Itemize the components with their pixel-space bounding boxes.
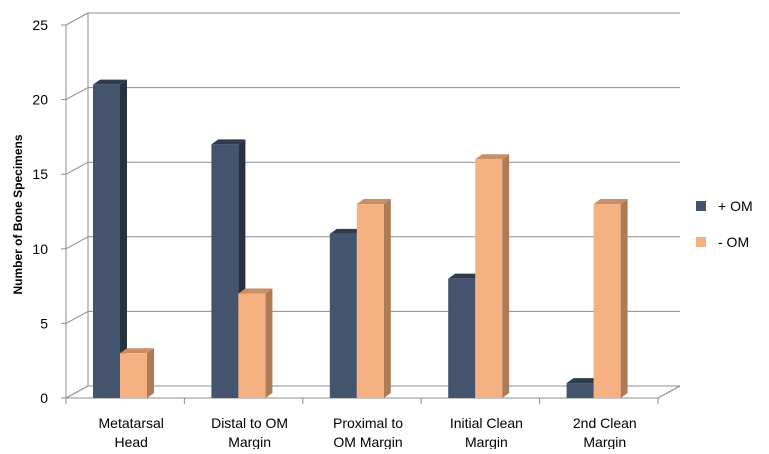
bar-side	[265, 288, 273, 398]
gridline-diagonal	[65, 161, 89, 175]
bar-plus-om	[329, 233, 357, 398]
y-axis-title: Number of Bone Specimens	[11, 134, 25, 294]
gridline-diagonal	[65, 385, 89, 399]
bar-top	[238, 288, 273, 294]
gridline-diagonal	[65, 310, 89, 324]
x-tick-label: Margin	[583, 434, 626, 449]
bar-top	[93, 79, 127, 85]
bar-minus-om	[593, 204, 621, 398]
gridline-diagonal	[65, 12, 89, 26]
bar-plus-om	[566, 383, 594, 398]
bar-side	[383, 199, 391, 398]
x-tick-label: 2nd Clean	[573, 415, 637, 431]
bar-top	[448, 273, 483, 279]
bar-plus-om	[93, 84, 120, 399]
bar-minus-om	[120, 353, 147, 398]
x-tick-label: OM Margin	[333, 434, 402, 449]
legend-item-plus-om: + OM	[696, 197, 753, 215]
bar-top	[211, 139, 246, 145]
bar-minus-om	[238, 293, 266, 398]
y-tick-label: 10	[32, 241, 48, 257]
y-tick-label: 15	[32, 166, 48, 182]
y-tick-label: 20	[32, 92, 48, 108]
bar-plus-om	[448, 278, 476, 398]
legend-item-minus-om: - OM	[696, 233, 753, 251]
legend-swatch-minus-om	[696, 237, 706, 247]
bar-side	[502, 154, 510, 398]
bar-top	[566, 378, 601, 384]
bar-minus-om	[475, 159, 503, 398]
x-tick-label: Head	[114, 434, 147, 449]
bar-top	[356, 199, 391, 205]
x-tick-label: Proximal to	[333, 415, 403, 431]
legend-label-plus-om: + OM	[718, 198, 753, 214]
bar-top	[120, 348, 154, 354]
x-tick-label: Metatarsal	[99, 415, 164, 431]
legend-label-minus-om: - OM	[718, 234, 750, 250]
x-tick-label: Initial Clean	[450, 415, 523, 431]
bar-side	[147, 348, 154, 398]
bar-side	[120, 79, 127, 399]
x-tick-label: Distal to OM	[211, 415, 288, 431]
x-tick-label: Margin	[228, 434, 271, 449]
bar-minus-om	[356, 204, 384, 398]
legend-swatch-plus-om	[696, 201, 706, 211]
bar-side	[620, 199, 628, 398]
legend: + OM - OM	[696, 197, 753, 269]
bar-top	[329, 228, 364, 234]
floor-right-edge	[657, 385, 681, 399]
y-tick-label: 5	[40, 315, 48, 331]
bar-top	[593, 199, 628, 205]
y-tick-label: 25	[32, 17, 48, 33]
x-tick-label: Margin	[465, 434, 508, 449]
gridline-diagonal	[65, 236, 89, 250]
y-tick-label: 0	[40, 390, 48, 406]
bar-plus-om	[211, 144, 239, 398]
gridline-diagonal	[65, 87, 89, 101]
bar-top	[475, 154, 510, 160]
